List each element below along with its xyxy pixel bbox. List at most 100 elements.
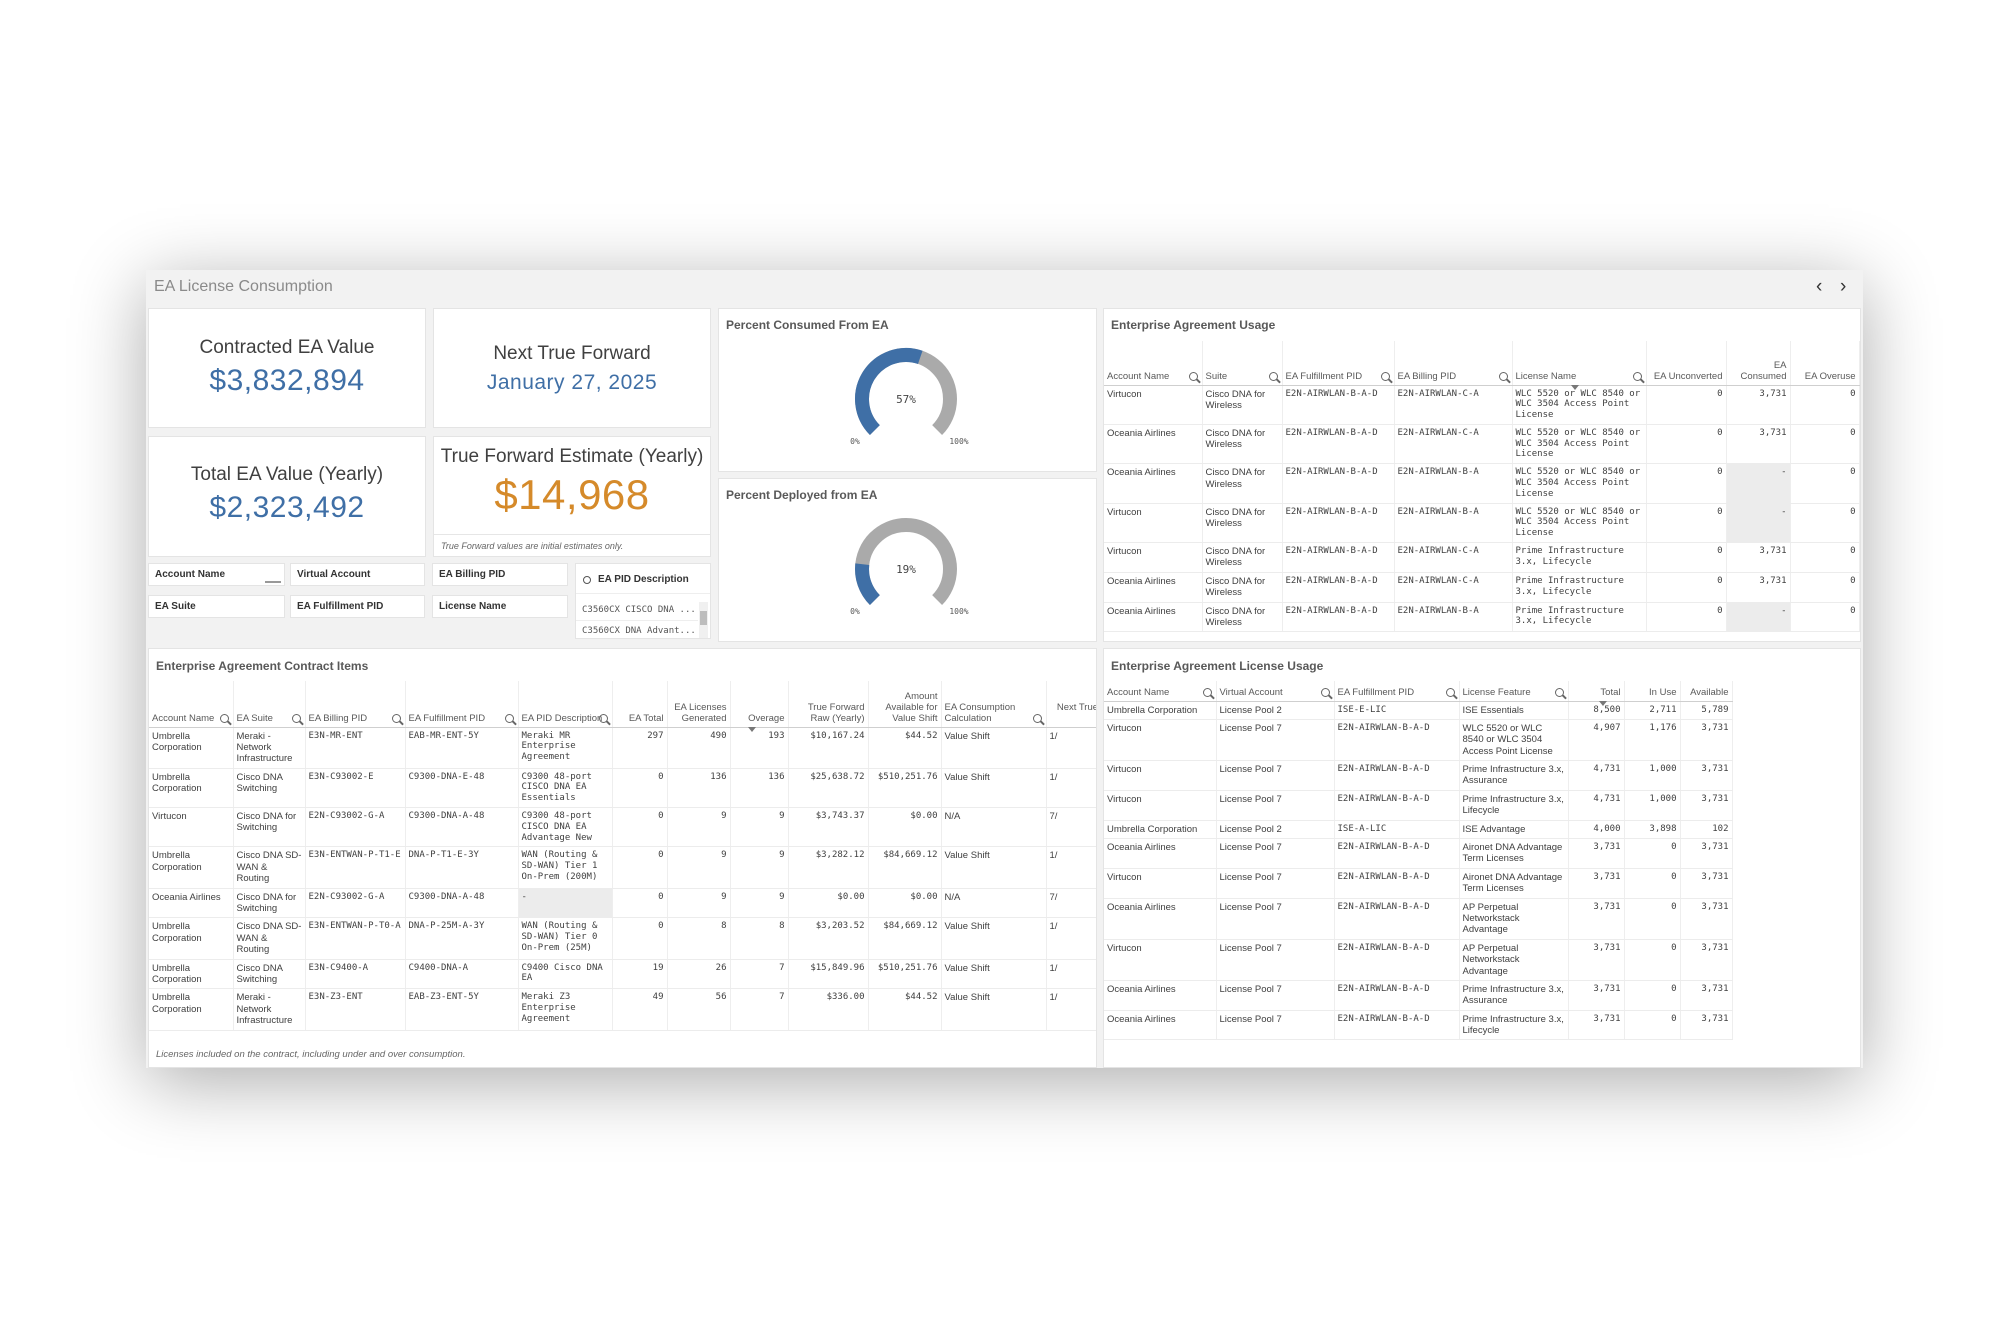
column-header[interactable]: Account Name [1104,681,1217,702]
column-header[interactable]: Account Name [149,681,234,728]
listbox-option[interactable]: C3560CX CISCO DNA ... [582,605,696,615]
table-cell[interactable]: 0 [1790,385,1860,425]
next-sheet-button[interactable]: › [1840,276,1847,297]
table-cell[interactable]: 0 [1646,463,1727,504]
table-cell[interactable]: Aironet DNA Advantage Term Licenses [1459,868,1569,899]
table-cell[interactable]: E3N-ENTWAN-P-T1-E [305,846,406,889]
search-icon[interactable] [1498,371,1508,381]
column-header[interactable]: EA Consumed [1726,341,1791,386]
table-cell[interactable]: 0 [1646,572,1727,603]
license-usage-table[interactable]: Account Name Virtual Account EA Fulfillm… [1104,681,1733,1041]
table-cell[interactable]: 193 [730,727,789,769]
table-cell[interactable]: License Pool 7 [1216,939,1335,981]
column-header[interactable]: Available [1680,681,1733,702]
table-cell[interactable]: Cisco DNA for Wireless [1202,385,1283,425]
table-cell[interactable]: 9 [730,846,789,889]
gauge-consumed-panel[interactable]: Percent Consumed From EA 57% 0% 100% [718,308,1097,472]
table-cell[interactable]: 49 [612,988,668,1031]
table-row[interactable]: Umbrella Corporation Cisco DNA Switching E… [149,768,1096,809]
table-cell[interactable]: E3N-C9400-A [305,959,406,990]
table-cell[interactable]: Cisco DNA Switching [233,959,306,990]
table-cell[interactable]: Umbrella Corporation [149,917,234,960]
table-cell[interactable]: Umbrella Corporation [149,988,234,1031]
table-cell[interactable]: Cisco DNA for Wireless [1202,424,1283,465]
table-row[interactable]: Virtucon Cisco DNA for Wireless E2N-AIRWLA… [1104,385,1860,425]
table-cell[interactable]: Meraki Z3 Enterprise Agreement [518,988,613,1031]
table-row[interactable]: Virtucon License Pool 7 E2N-AIRWLAN-B-A-D A… [1104,868,1733,899]
table-cell[interactable]: Cisco DNA for Switching [233,807,306,848]
table-cell[interactable]: 3,731 [1680,838,1733,869]
table-cell[interactable]: 0 [1790,424,1860,465]
table-cell[interactable]: 56 [667,988,731,1031]
table-cell[interactable]: 3,731 [1726,572,1791,603]
table-cell[interactable]: E2N-AIRWLAN-B-A-D [1282,572,1395,603]
table-cell[interactable]: E2N-AIRWLAN-C-A [1394,385,1513,425]
table-cell[interactable]: E3N-ENTWAN-P-T0-A [305,917,406,960]
table-row[interactable]: Virtucon License Pool 7 E2N-AIRWLAN-B-A-D A… [1104,939,1733,981]
previous-sheet-button[interactable]: ‹ [1816,276,1823,297]
table-cell[interactable]: Oceania Airlines [1104,1010,1217,1041]
table-cell[interactable]: Value Shift [941,846,1047,889]
table-cell[interactable]: 0 [1790,602,1860,633]
table-row[interactable]: Oceania Airlines Cisco DNA for Wireless E2… [1104,463,1860,504]
table-cell[interactable]: Prime Infrastructure 3.x, Assurance [1459,980,1569,1011]
table-cell[interactable]: Virtucon [149,807,234,848]
table-cell[interactable]: $10,167.24 [788,727,869,769]
table-cell[interactable]: Umbrella Corporation [1104,701,1217,720]
table-cell[interactable]: $84,669.12 [868,846,942,889]
table-cell[interactable]: 7 [730,988,789,1031]
table-cell[interactable]: 3,731 [1568,1010,1625,1041]
search-icon[interactable] [219,713,229,723]
table-cell[interactable]: Oceania Airlines [1104,463,1203,504]
table-cell[interactable]: $510,251.76 [868,959,942,990]
table-cell[interactable]: 7/ [1046,888,1096,919]
column-header[interactable]: In Use [1624,681,1681,702]
table-cell[interactable]: E2N-AIRWLAN-B-A-D [1334,790,1460,821]
table-cell[interactable]: License Pool 2 [1216,820,1335,840]
table-cell[interactable]: Cisco DNA for Wireless [1202,572,1283,603]
table-cell[interactable]: 3,731 [1726,542,1791,573]
table-cell[interactable]: 0 [1646,424,1727,465]
table-cell[interactable]: Oceania Airlines [149,888,234,919]
table-cell[interactable]: 9 [730,888,789,919]
search-icon[interactable] [1380,371,1390,381]
table-row[interactable]: Virtucon License Pool 7 E2N-AIRWLAN-B-A-D W… [1104,719,1733,762]
table-cell[interactable]: Oceania Airlines [1104,602,1203,633]
table-cell[interactable]: 1,000 [1624,790,1681,821]
table-cell[interactable]: 0 [1646,385,1727,425]
filter-virtual-account[interactable]: Virtual Account [290,563,425,586]
table-cell[interactable]: E2N-AIRWLAN-B-A-D [1334,898,1460,940]
table-row[interactable]: Umbrella Corporation Cisco DNA SD-WAN & R… [149,917,1096,960]
table-row[interactable]: Umbrella Corporation Cisco DNA Switching E… [149,959,1096,990]
table-cell[interactable]: Virtucon [1104,719,1217,762]
table-cell[interactable]: C9400-DNA-A [405,959,519,990]
search-icon[interactable] [598,713,608,723]
table-cell[interactable]: License Pool 7 [1216,980,1335,1011]
table-cell[interactable]: E2N-AIRWLAN-B-A-D [1282,463,1395,504]
table-cell[interactable]: Meraki MR Enterprise Agreement [518,727,613,769]
column-header[interactable]: Account Name [1104,341,1203,386]
gauge-deployed-panel[interactable]: Percent Deployed from EA 19% 0% 100% [718,478,1097,642]
table-cell[interactable]: 3,731 [1726,385,1791,425]
table-cell[interactable]: 0 [1790,503,1860,544]
filter-license-name[interactable]: License Name [432,595,568,618]
table-cell[interactable]: $15,849.96 [788,959,869,990]
table-cell[interactable]: E3N-MR-ENT [305,727,406,769]
table-cell[interactable]: 0 [1624,939,1681,981]
table-cell[interactable]: $44.52 [868,727,942,769]
search-icon[interactable] [1320,687,1330,697]
table-cell[interactable]: Oceania Airlines [1104,572,1203,603]
table-cell[interactable]: 8 [667,917,731,960]
table-cell[interactable]: Oceania Airlines [1104,898,1217,940]
table-cell[interactable]: 8 [730,917,789,960]
table-cell[interactable]: Cisco DNA for Wireless [1202,463,1283,504]
table-cell[interactable]: Prime Infrastructure 3.x, Lifecycle [1459,790,1569,821]
table-cell[interactable]: E2N-AIRWLAN-B-A-D [1334,760,1460,791]
table-cell[interactable]: $0.00 [868,807,942,848]
table-cell[interactable]: 0 [1646,542,1727,573]
table-row[interactable]: Virtucon Cisco DNA for Switching E2N-C9300… [149,807,1096,848]
table-cell[interactable]: E2N-AIRWLAN-B-A-D [1282,602,1395,633]
table-cell[interactable]: 4,907 [1568,719,1625,762]
table-cell[interactable]: Cisco DNA for Wireless [1202,602,1283,633]
table-cell[interactable]: Prime Infrastructure 3.x, Lifecycle [1512,542,1647,573]
